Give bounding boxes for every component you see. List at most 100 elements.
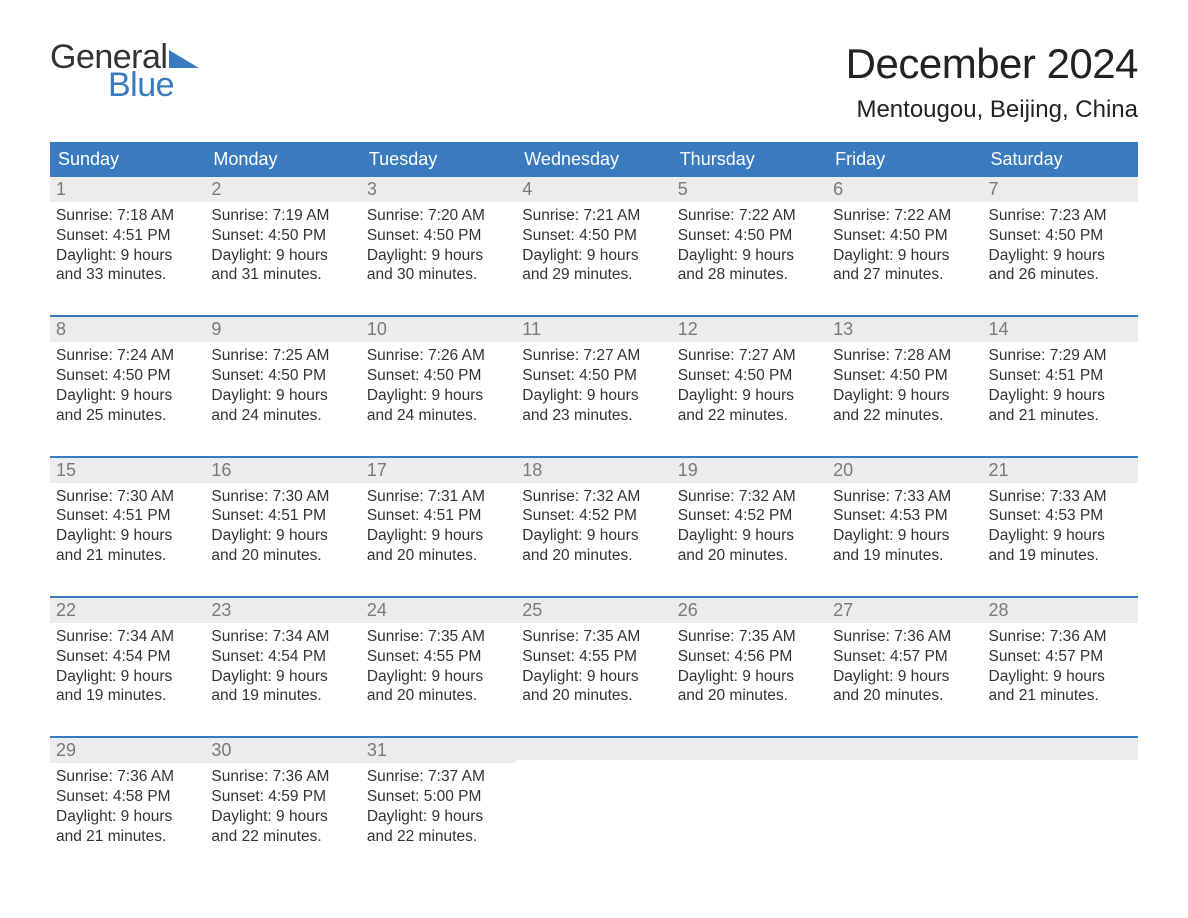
sunrise-line: Sunrise: 7:20 AM (367, 206, 510, 226)
day-number: 29 (56, 740, 76, 760)
day-number: 15 (56, 460, 76, 480)
day-cell: 11Sunrise: 7:27 AMSunset: 4:50 PMDayligh… (516, 317, 671, 435)
daylight-line-2: and 20 minutes. (833, 686, 976, 706)
day-number-row: 10 (361, 317, 516, 342)
day-cell (516, 738, 671, 856)
daylight-line-2: and 22 minutes. (367, 827, 510, 847)
daylight-line-2: and 21 minutes. (56, 546, 199, 566)
sunrise-line: Sunrise: 7:27 AM (678, 346, 821, 366)
day-number-row: 20 (827, 458, 982, 483)
daylight-line-2: and 20 minutes. (678, 546, 821, 566)
sunrise-line: Sunrise: 7:36 AM (833, 627, 976, 647)
day-number: 11 (522, 319, 541, 339)
sunrise-line: Sunrise: 7:35 AM (522, 627, 665, 647)
daylight-line-2: and 19 minutes. (989, 546, 1132, 566)
day-number-row: 8 (50, 317, 205, 342)
day-number: 5 (678, 179, 688, 199)
daylight-line-2: and 23 minutes. (522, 406, 665, 426)
daylight-line-2: and 21 minutes. (989, 686, 1132, 706)
daylight-line-1: Daylight: 9 hours (56, 526, 199, 546)
sunset-line: Sunset: 5:00 PM (367, 787, 510, 807)
day-number-row-empty (516, 738, 671, 760)
day-cell: 15Sunrise: 7:30 AMSunset: 4:51 PMDayligh… (50, 458, 205, 576)
calendar-week: 8Sunrise: 7:24 AMSunset: 4:50 PMDaylight… (50, 315, 1138, 435)
day-number-row: 1 (50, 177, 205, 202)
daylight-line-1: Daylight: 9 hours (56, 386, 199, 406)
day-cell: 20Sunrise: 7:33 AMSunset: 4:53 PMDayligh… (827, 458, 982, 576)
sunrise-line: Sunrise: 7:33 AM (989, 487, 1132, 507)
daylight-line-1: Daylight: 9 hours (367, 526, 510, 546)
sunrise-line: Sunrise: 7:22 AM (833, 206, 976, 226)
sunset-line: Sunset: 4:53 PM (989, 506, 1132, 526)
day-number-row: 6 (827, 177, 982, 202)
day-number: 2 (211, 179, 221, 199)
day-cell: 1Sunrise: 7:18 AMSunset: 4:51 PMDaylight… (50, 177, 205, 295)
daylight-line-2: and 20 minutes. (367, 546, 510, 566)
sunset-line: Sunset: 4:50 PM (211, 226, 354, 246)
daylight-line-1: Daylight: 9 hours (56, 246, 199, 266)
daylight-line-1: Daylight: 9 hours (678, 667, 821, 687)
sunrise-line: Sunrise: 7:34 AM (56, 627, 199, 647)
header-block: General Blue December 2024 Mentougou, Be… (50, 40, 1138, 124)
daylight-line-1: Daylight: 9 hours (211, 526, 354, 546)
day-cell: 25Sunrise: 7:35 AMSunset: 4:55 PMDayligh… (516, 598, 671, 716)
sunset-line: Sunset: 4:50 PM (678, 366, 821, 386)
sunset-line: Sunset: 4:55 PM (522, 647, 665, 667)
daylight-line-1: Daylight: 9 hours (522, 386, 665, 406)
sunset-line: Sunset: 4:54 PM (56, 647, 199, 667)
daylight-line-2: and 26 minutes. (989, 265, 1132, 285)
sunrise-line: Sunrise: 7:21 AM (522, 206, 665, 226)
day-number: 26 (678, 600, 698, 620)
day-number-row: 12 (672, 317, 827, 342)
daylight-line-1: Daylight: 9 hours (367, 386, 510, 406)
daylight-line-1: Daylight: 9 hours (211, 667, 354, 687)
sunset-line: Sunset: 4:50 PM (367, 366, 510, 386)
day-number: 28 (989, 600, 1009, 620)
daylight-line-2: and 19 minutes. (56, 686, 199, 706)
sunrise-line: Sunrise: 7:30 AM (56, 487, 199, 507)
daylight-line-2: and 20 minutes. (522, 546, 665, 566)
calendar: Sunday Monday Tuesday Wednesday Thursday… (50, 142, 1138, 857)
logo-text-blue: Blue (108, 68, 199, 102)
daylight-line-2: and 20 minutes. (522, 686, 665, 706)
day-cell: 5Sunrise: 7:22 AMSunset: 4:50 PMDaylight… (672, 177, 827, 295)
day-cell: 14Sunrise: 7:29 AMSunset: 4:51 PMDayligh… (983, 317, 1138, 435)
day-number-row: 14 (983, 317, 1138, 342)
day-number: 9 (211, 319, 221, 339)
daylight-line-1: Daylight: 9 hours (989, 246, 1132, 266)
day-number: 30 (211, 740, 231, 760)
day-number: 23 (211, 600, 231, 620)
daylight-line-2: and 27 minutes. (833, 265, 976, 285)
daylight-line-1: Daylight: 9 hours (989, 667, 1132, 687)
day-number: 18 (522, 460, 542, 480)
sunset-line: Sunset: 4:50 PM (989, 226, 1132, 246)
day-number-row: 19 (672, 458, 827, 483)
daylight-line-2: and 24 minutes. (211, 406, 354, 426)
sunset-line: Sunset: 4:50 PM (833, 366, 976, 386)
day-cell: 29Sunrise: 7:36 AMSunset: 4:58 PMDayligh… (50, 738, 205, 856)
daylight-line-2: and 30 minutes. (367, 265, 510, 285)
daylight-line-2: and 22 minutes. (833, 406, 976, 426)
calendar-week: 29Sunrise: 7:36 AMSunset: 4:58 PMDayligh… (50, 736, 1138, 856)
daylight-line-2: and 19 minutes. (833, 546, 976, 566)
day-number-row: 22 (50, 598, 205, 623)
sunrise-line: Sunrise: 7:35 AM (367, 627, 510, 647)
day-cell: 30Sunrise: 7:36 AMSunset: 4:59 PMDayligh… (205, 738, 360, 856)
sunset-line: Sunset: 4:50 PM (56, 366, 199, 386)
sunset-line: Sunset: 4:50 PM (367, 226, 510, 246)
daylight-line-2: and 20 minutes. (678, 686, 821, 706)
day-cell: 12Sunrise: 7:27 AMSunset: 4:50 PMDayligh… (672, 317, 827, 435)
sunset-line: Sunset: 4:50 PM (678, 226, 821, 246)
day-number: 8 (56, 319, 66, 339)
sunrise-line: Sunrise: 7:34 AM (211, 627, 354, 647)
day-cell: 27Sunrise: 7:36 AMSunset: 4:57 PMDayligh… (827, 598, 982, 716)
day-number-row: 18 (516, 458, 671, 483)
day-number-row: 13 (827, 317, 982, 342)
day-cell: 16Sunrise: 7:30 AMSunset: 4:51 PMDayligh… (205, 458, 360, 576)
daylight-line-1: Daylight: 9 hours (989, 526, 1132, 546)
day-cell: 26Sunrise: 7:35 AMSunset: 4:56 PMDayligh… (672, 598, 827, 716)
daylight-line-1: Daylight: 9 hours (367, 807, 510, 827)
daylight-line-1: Daylight: 9 hours (56, 807, 199, 827)
day-number-row: 25 (516, 598, 671, 623)
day-number-row: 17 (361, 458, 516, 483)
